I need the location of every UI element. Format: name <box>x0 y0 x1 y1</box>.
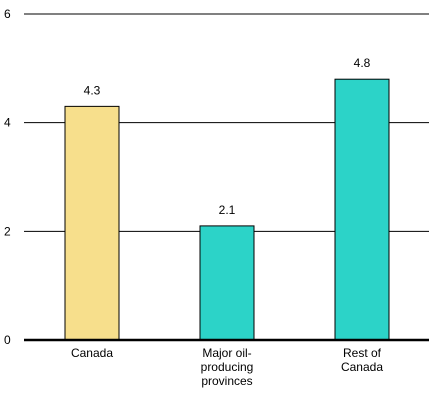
category-label-1: provinces <box>201 374 252 388</box>
data-label-0: 4.3 <box>84 83 101 97</box>
data-label-1: 2.1 <box>219 203 236 217</box>
y-tick-label: 2 <box>4 224 11 238</box>
data-labels: 4.3 2.1 4.8 <box>84 56 371 217</box>
category-label-0: Canada <box>71 346 113 360</box>
y-axis-tick-labels: 0 2 4 6 <box>4 7 11 347</box>
y-tick-label: 4 <box>4 116 11 130</box>
category-label-1: Major oil- <box>202 346 251 360</box>
bar-1 <box>199 225 255 341</box>
y-tick-label: 0 <box>4 333 11 347</box>
data-label-2: 4.8 <box>354 56 371 70</box>
category-label-1: producing <box>201 360 254 374</box>
bars <box>64 78 390 341</box>
bar-2 <box>334 78 390 341</box>
category-label-2: Rest of <box>343 346 382 360</box>
y-tick-label: 6 <box>4 7 11 21</box>
bar-0 <box>64 105 120 341</box>
category-label-2: Canada <box>341 360 383 374</box>
